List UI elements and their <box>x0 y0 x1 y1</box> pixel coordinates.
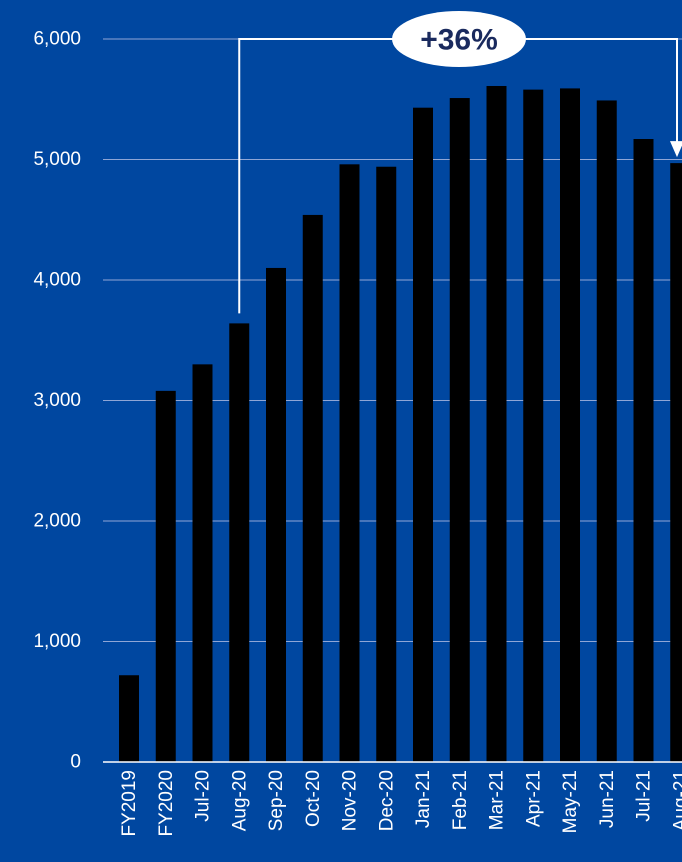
bar <box>119 675 139 762</box>
y-axis-ticks: 0 1,000 2,000 3,000 4,000 5,000 6,000 <box>33 29 81 773</box>
x-tick-label: May-21 <box>560 770 581 833</box>
x-tick-label: Jul-21 <box>634 770 655 822</box>
x-tick-label: Apr-21 <box>523 770 544 827</box>
bar <box>192 364 213 762</box>
bar <box>523 89 544 763</box>
bar <box>486 85 507 763</box>
x-tick-label: Feb-21 <box>450 770 471 830</box>
x-tick-label: FY2019 <box>119 770 140 837</box>
x-tick-label: Mar-21 <box>487 770 508 830</box>
y-tick-label: 1,000 <box>33 631 81 652</box>
y-tick-label: 0 <box>70 752 81 773</box>
bar <box>266 267 286 762</box>
x-tick-label: Nov-20 <box>340 770 361 831</box>
x-axis-ticks: FY2019 FY2020 Jul-20 Aug-20 Sep-20 Oct-20 Nov-… <box>119 770 682 837</box>
x-tick-label: Dec-20 <box>376 770 397 831</box>
x-tick-label: Jul-20 <box>193 770 214 822</box>
bar <box>229 323 250 762</box>
bar <box>302 214 323 762</box>
bars <box>119 85 682 763</box>
annotation-bubble <box>392 11 526 67</box>
bar <box>155 390 176 762</box>
y-tick-label: 4,000 <box>33 270 81 291</box>
y-tick-label: 2,000 <box>33 511 81 532</box>
bar <box>670 163 682 763</box>
bar <box>596 100 617 762</box>
bar <box>560 88 580 762</box>
bar <box>376 166 397 763</box>
x-tick-label: Jan-21 <box>413 770 434 828</box>
y-tick-label: 3,000 <box>33 390 81 411</box>
x-tick-label: FY2020 <box>156 770 177 837</box>
bar <box>449 98 470 763</box>
x-tick-label: Oct-20 <box>303 770 324 827</box>
y-tick-label: 6,000 <box>33 29 81 50</box>
bar <box>633 139 654 762</box>
y-tick-label: 5,000 <box>33 149 81 170</box>
annotation-arrowhead <box>670 141 682 158</box>
bar <box>413 107 433 762</box>
bar <box>339 164 360 762</box>
x-tick-label: Aug-20 <box>229 770 250 831</box>
x-tick-label: Jun-21 <box>597 770 618 828</box>
x-tick-label: Sep-20 <box>266 770 287 831</box>
x-tick-label: Aug-21 <box>670 770 682 831</box>
growth-annotation: +36% <box>238 11 682 314</box>
annotation-label: +36% <box>420 24 498 57</box>
